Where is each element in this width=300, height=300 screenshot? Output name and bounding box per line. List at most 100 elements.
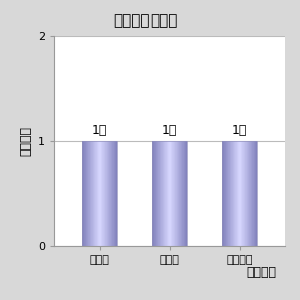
Bar xyxy=(154,141,155,246)
Bar xyxy=(85,141,86,246)
Bar xyxy=(178,141,179,246)
Bar xyxy=(163,141,164,246)
Bar xyxy=(106,141,107,246)
Bar xyxy=(152,141,153,246)
Bar xyxy=(161,141,162,246)
Bar xyxy=(239,141,240,246)
Bar xyxy=(89,141,90,246)
Bar xyxy=(164,141,165,246)
Bar xyxy=(243,141,244,246)
Bar xyxy=(182,141,183,246)
Bar xyxy=(250,141,251,246)
Bar xyxy=(254,141,255,246)
Bar xyxy=(172,141,173,246)
Bar xyxy=(105,141,106,246)
Bar xyxy=(103,141,104,246)
Bar xyxy=(113,141,114,246)
Bar xyxy=(233,141,234,246)
Bar xyxy=(82,141,83,246)
Bar xyxy=(228,141,229,246)
Bar xyxy=(238,141,239,246)
Bar xyxy=(82,141,83,246)
Bar xyxy=(96,141,97,246)
Bar xyxy=(228,141,229,246)
Bar xyxy=(256,141,257,246)
Bar xyxy=(175,141,176,246)
Bar xyxy=(222,141,257,246)
Bar xyxy=(180,141,181,246)
Bar xyxy=(176,141,177,246)
Bar xyxy=(255,141,256,246)
Bar xyxy=(94,141,95,246)
Bar xyxy=(152,141,187,246)
Bar xyxy=(236,141,237,246)
Bar xyxy=(176,141,177,246)
Bar xyxy=(92,141,93,246)
Bar xyxy=(116,141,117,246)
Bar xyxy=(226,141,227,246)
Bar xyxy=(83,141,84,246)
Bar xyxy=(174,141,175,246)
Bar xyxy=(88,141,89,246)
Bar xyxy=(224,141,225,246)
Bar xyxy=(115,141,116,246)
Text: 1人: 1人 xyxy=(92,124,107,137)
Bar xyxy=(104,141,105,246)
Bar xyxy=(108,141,109,246)
Bar xyxy=(239,141,240,246)
Bar xyxy=(181,141,182,246)
Bar xyxy=(102,141,103,246)
Bar xyxy=(92,141,93,246)
Text: 1人: 1人 xyxy=(232,124,247,137)
Bar xyxy=(250,141,251,246)
Bar xyxy=(93,141,94,246)
Bar xyxy=(171,141,172,246)
Bar xyxy=(169,141,170,246)
Bar xyxy=(231,141,232,246)
Bar xyxy=(153,141,154,246)
Bar xyxy=(82,141,117,246)
Bar xyxy=(225,141,226,246)
Bar xyxy=(242,141,243,246)
Bar xyxy=(179,141,180,246)
Bar xyxy=(98,141,99,246)
Bar xyxy=(245,141,246,246)
Y-axis label: 延べ人数: 延べ人数 xyxy=(19,126,32,156)
Bar xyxy=(249,141,250,246)
Bar xyxy=(183,141,184,246)
Bar xyxy=(248,141,249,246)
Bar xyxy=(185,141,186,246)
Bar xyxy=(90,141,91,246)
Bar xyxy=(223,141,224,246)
Bar xyxy=(165,141,166,246)
Bar xyxy=(155,141,156,246)
Bar xyxy=(113,141,114,246)
Bar xyxy=(99,141,100,246)
Bar xyxy=(158,141,159,246)
Bar xyxy=(167,141,168,246)
Bar xyxy=(101,141,102,246)
Bar xyxy=(86,141,87,246)
Bar xyxy=(95,141,96,246)
Bar xyxy=(168,141,169,246)
Bar xyxy=(186,141,187,246)
Text: 1人: 1人 xyxy=(162,124,177,137)
Bar xyxy=(252,141,253,246)
Bar xyxy=(112,141,113,246)
Bar xyxy=(84,141,85,246)
Bar xyxy=(234,141,235,246)
Bar xyxy=(162,141,163,246)
Bar xyxy=(175,141,176,246)
Bar xyxy=(251,141,252,246)
Bar xyxy=(155,141,156,246)
Bar xyxy=(156,141,157,246)
Bar xyxy=(173,141,174,246)
Bar xyxy=(102,141,103,246)
Bar xyxy=(110,141,111,246)
Bar xyxy=(97,141,98,246)
Bar xyxy=(103,141,104,246)
Bar xyxy=(114,141,115,246)
Bar xyxy=(160,141,161,246)
Bar xyxy=(240,141,241,246)
Text: 来年の予: 来年の予 xyxy=(246,266,276,279)
